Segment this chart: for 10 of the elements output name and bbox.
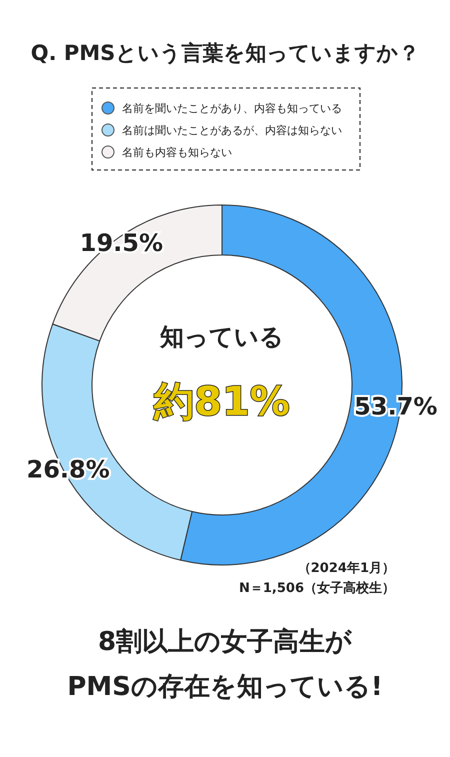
slice-label: 名前も内容も知らない: [122, 146, 232, 159]
text: 8割以上の女子高生が: [98, 627, 354, 657]
text: PMSの存在を知っている!: [67, 672, 383, 702]
legend-label: 名前は聞いたことがあるが、内容は知らない: [122, 124, 342, 137]
text: 知っている: [159, 323, 284, 351]
text: N＝1,506（女子高校生）: [239, 580, 395, 596]
legend-label: 名前を聞いたことがあり、内容も知っている: [122, 102, 342, 115]
chart-title: Q. PMSという言葉を知っていますか？: [30, 41, 420, 65]
text: 約81%: [153, 379, 290, 425]
text: （2024年1月）: [298, 561, 395, 576]
